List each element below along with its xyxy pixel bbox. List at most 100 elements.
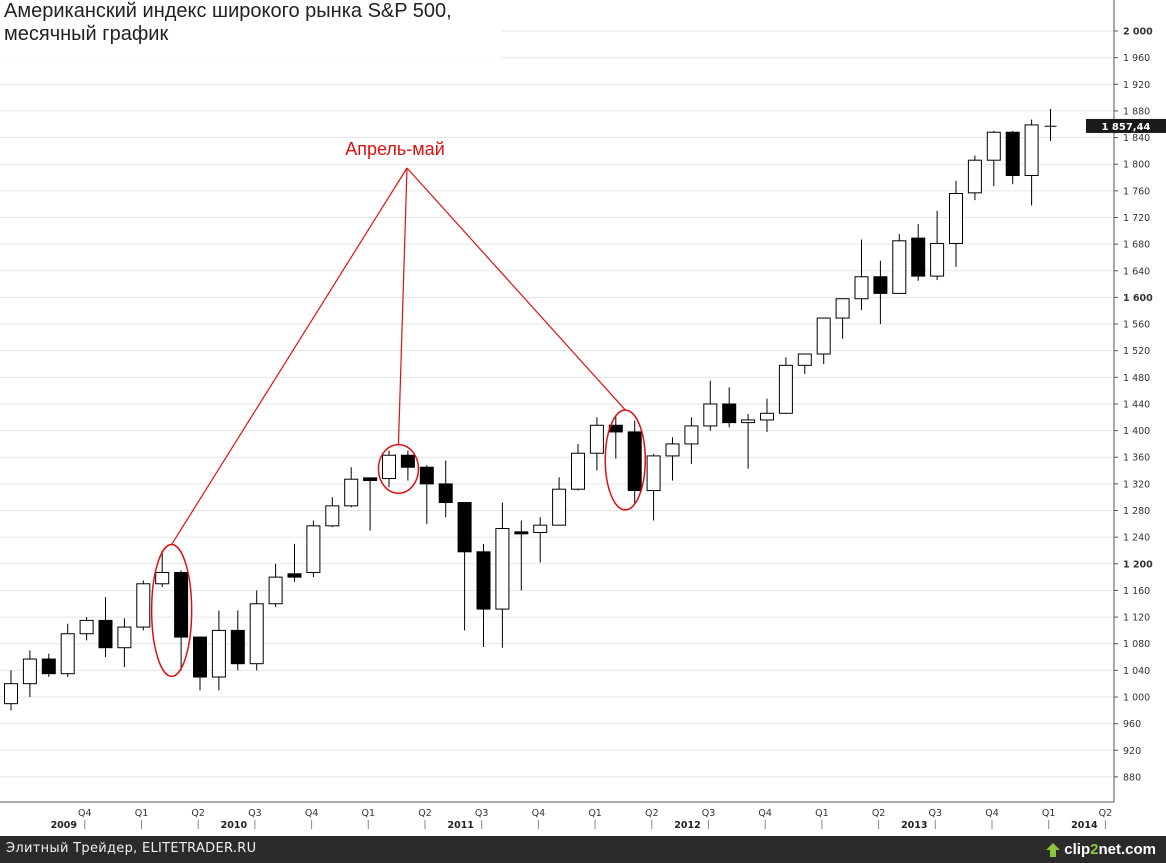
candle-body (174, 571, 189, 638)
candle-body (816, 317, 831, 355)
candle-body (514, 531, 529, 535)
annotation-pointer (397, 167, 408, 445)
x-quarter-label: Q2 (191, 808, 205, 819)
x-quarter-label: Q4 (985, 808, 999, 819)
candle-body (665, 443, 680, 457)
annotation-label: Апрель-май (345, 139, 445, 159)
candle-body (684, 425, 699, 445)
candle-body (476, 551, 491, 610)
candle-body (41, 658, 56, 675)
y-tick-label: 1 840 (1123, 133, 1150, 144)
x-quarter-label: Q4 (78, 808, 92, 819)
footer-credit: Элитный Трейдер, ELITETRADER.RU (6, 841, 257, 856)
logo-prefix: clip (1064, 841, 1091, 858)
candle-body (117, 626, 132, 649)
logo-suffix: net.com (1098, 841, 1156, 858)
candle-body (22, 658, 37, 685)
candle-body (382, 454, 396, 480)
x-year-label: 2011 (447, 820, 473, 831)
candle-body (892, 240, 907, 294)
x-quarter-label: Q1 (135, 808, 149, 819)
x-year-label: 2010 (221, 820, 248, 831)
candle-body (287, 573, 302, 578)
x-quarter-label: Q2 (418, 808, 432, 819)
candle-body (4, 683, 18, 705)
candle-body (268, 576, 283, 605)
candle-body (967, 159, 982, 194)
candle-body (703, 403, 718, 427)
candle-body (552, 488, 567, 526)
candle-body (533, 524, 548, 533)
chart-title: Американский индекс широкого рынка S&P 5… (4, 0, 452, 46)
logo-text: clip2net.com (1064, 841, 1156, 858)
price-chart: 880 920 960 1 000 1 040 1 080 1 120 1 160 1 200 1… (0, 0, 1166, 831)
x-quarter-label: Q1 (362, 808, 376, 819)
candle-body (930, 242, 945, 277)
candle-body (60, 633, 75, 675)
title-background (0, 0, 502, 58)
y-tick-label: 1 280 (1123, 506, 1150, 517)
y-tick-label: 1 160 (1123, 586, 1150, 597)
y-tick-label: 1 480 (1123, 373, 1150, 384)
y-tick-label: 1 800 (1123, 160, 1150, 171)
candle-body (495, 528, 510, 610)
x-quarter-label: Q2 (645, 808, 659, 819)
candle-body (438, 483, 453, 504)
y-tick-label: 1 000 (1123, 693, 1150, 704)
y-tick-label: 1 520 (1123, 346, 1150, 357)
candle-body (79, 619, 94, 635)
clip2net-logo[interactable]: clip2net.com (1045, 839, 1156, 860)
y-tick-label: 1 720 (1123, 213, 1150, 224)
candle-body (344, 478, 359, 507)
upload-arrow-icon (1046, 842, 1061, 857)
y-tick-label: 1 600 (1123, 293, 1153, 304)
y-tick-label: 2 000 (1123, 27, 1153, 38)
candle-body (1005, 131, 1020, 177)
y-tick-label: 1 040 (1123, 666, 1150, 677)
candle-body (211, 629, 226, 678)
y-tick-label: 880 (1123, 772, 1141, 783)
chart-title-line2: месячный график (4, 23, 169, 45)
plot-area (0, 0, 1114, 802)
candle-body (646, 455, 661, 492)
candle-body (589, 424, 604, 454)
x-quarter-label: Q4 (305, 808, 319, 819)
y-tick-label: 1 560 (1123, 320, 1150, 331)
candle-body (136, 583, 151, 628)
x-year-label: 2013 (901, 820, 927, 831)
candle-body (306, 525, 321, 573)
footer-bar: Элитный Трейдер, ELITETRADER.RU clip2net… (0, 836, 1166, 863)
x-year-label: 2012 (674, 820, 700, 831)
candle-body (986, 131, 1001, 161)
last-price-label: 1 857,44 (1101, 122, 1150, 133)
candle-body (911, 237, 926, 277)
candle-body (1024, 124, 1039, 177)
candle-body (949, 193, 963, 244)
candle-body (155, 571, 170, 585)
candle-body (835, 298, 850, 319)
y-tick-label: 1 680 (1123, 240, 1150, 251)
x-quarter-label: Q1 (1042, 808, 1056, 819)
y-tick-label: 920 (1123, 746, 1141, 757)
candle-body (873, 276, 888, 294)
x-quarter-label: Q2 (1099, 808, 1113, 819)
x-year-label: 2009 (51, 820, 77, 831)
x-quarter-label: Q2 (872, 808, 886, 819)
candle-body (741, 419, 756, 424)
y-tick-label: 1 360 (1123, 453, 1150, 464)
x-quarter-label: Q3 (702, 808, 716, 819)
candle-body (797, 353, 812, 366)
y-tick-label: 1 640 (1123, 266, 1150, 277)
y-tick-label: 1 320 (1123, 479, 1150, 490)
annotation-pointer (406, 167, 626, 411)
x-year-label: 2014 (1071, 820, 1098, 831)
candle-body (854, 276, 869, 300)
y-tick-label: 1 880 (1123, 106, 1150, 117)
x-quarter-label: Q4 (532, 808, 546, 819)
candle-body (419, 466, 434, 485)
y-tick-label: 1 080 (1123, 639, 1150, 650)
candle-body (571, 452, 585, 490)
candle-body (193, 636, 207, 678)
x-quarter-label: Q4 (758, 808, 772, 819)
y-tick-label: 1 960 (1123, 53, 1150, 64)
